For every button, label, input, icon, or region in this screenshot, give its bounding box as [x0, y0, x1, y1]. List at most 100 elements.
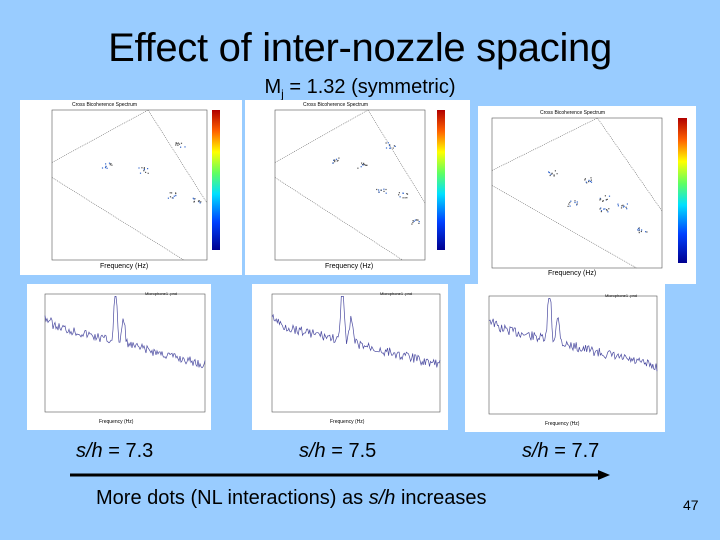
bispectrum-dot	[638, 227, 640, 229]
bispectrum-axes-box	[274, 109, 426, 261]
spectrum-legend-1: Microphone1 .pnd	[145, 291, 178, 296]
bispectrum-dot	[620, 207, 623, 209]
bispectrum-dot	[576, 201, 578, 203]
bispectrum-dot	[417, 219, 419, 221]
bispectrum-dot	[623, 205, 625, 207]
bispectrum-dot	[171, 192, 173, 194]
bispectrum-dot	[599, 199, 601, 201]
bispectrum-dot	[590, 177, 592, 179]
bispectrum-axes-box	[491, 117, 663, 269]
bispectrum-plot-2: Cross Bicoherence Spectrum Frequency (Hz…	[245, 100, 470, 275]
bispectrum-dot	[418, 221, 420, 223]
bispectrum-dot	[576, 204, 578, 206]
bispectrum-dot	[333, 159, 335, 161]
caption-var: s/h	[368, 487, 396, 509]
bispectrum-dot	[637, 227, 640, 230]
bispectrum-svg-2	[274, 109, 445, 261]
bispectrum-boundary-line	[491, 117, 598, 171]
bispectrum-dot	[138, 167, 140, 169]
bispectrum-dot	[588, 179, 590, 181]
bispectrum-dot	[175, 195, 177, 197]
bispectrum-dot	[362, 164, 364, 166]
spectrum-svg-2	[271, 293, 441, 413]
bispectrum-dot	[550, 173, 552, 175]
caption-after: increases	[395, 487, 487, 509]
bispectrum-dot	[105, 163, 107, 165]
bispectrum-dot	[197, 200, 200, 202]
bispectrum-title-3: Cross Bicoherence Spectrum	[540, 110, 606, 116]
bispectrum-dot	[360, 166, 362, 168]
spectrum-axes-box	[488, 295, 658, 415]
bispectrum-boundary-line	[274, 109, 369, 163]
bispectrum-axes-box	[51, 109, 208, 261]
bispectrum-dot	[553, 174, 555, 176]
bispectrum-dot	[626, 203, 628, 205]
bispectrum-dot	[143, 170, 145, 172]
page-number: 47	[683, 497, 699, 513]
bispectrum-svg-1	[51, 109, 220, 261]
bispectrum-dot	[412, 220, 414, 222]
sh-label-2-value: = 7.5	[325, 440, 377, 462]
bispectrum-dot	[143, 168, 145, 170]
bispectrum-dot	[184, 146, 186, 148]
bispectrum-dot	[414, 219, 416, 221]
bispectrum-dot	[338, 157, 340, 159]
bispectrum-boundary-line	[147, 109, 208, 204]
spectrum-plot-3: Microphone1 .pnd Frequency (Hz)	[465, 284, 665, 432]
bispectrum-dot	[606, 209, 608, 212]
bispectrum-dot	[364, 164, 366, 166]
bispectrum-dot	[383, 188, 385, 190]
bispectrum-dot	[173, 195, 175, 197]
bispectrum-dot	[646, 231, 648, 233]
bispectrum-dot	[606, 198, 608, 200]
bispectrum-boundary-line	[51, 109, 149, 163]
bispectrum-dot	[548, 172, 551, 174]
bispectrum-dot	[574, 200, 576, 202]
bispectrum-dot	[198, 200, 200, 202]
bispectrum-dot	[568, 203, 570, 205]
sh-label-1-var: s/h	[76, 440, 103, 462]
spectrum-line	[488, 298, 658, 372]
bispectrum-dot	[590, 181, 593, 183]
bispectrum-dot	[167, 197, 169, 199]
bispectrum-dot	[147, 168, 149, 170]
bispectrum-dot	[108, 162, 111, 164]
spectrum-legend-3: Microphone1 .pnd	[605, 293, 638, 298]
bispectrum-dot	[175, 144, 177, 146]
bispectrum-dot	[365, 164, 367, 166]
spectrum-svg-1	[44, 293, 206, 413]
bispectrum-dot	[366, 164, 368, 166]
bispectrum-dot	[363, 162, 365, 164]
bispectrum-dot	[402, 192, 404, 194]
bispectrum-dot	[176, 143, 178, 145]
bispectrum-dot	[406, 193, 408, 195]
bispectrum-colorbar	[437, 110, 445, 250]
bispectrum-dot	[406, 193, 409, 195]
bispectrum-dot	[626, 208, 628, 210]
spectrum-line	[44, 296, 206, 369]
bispectrum-dot	[638, 230, 640, 232]
spectrum-xlabel-3: Frequency (Hz)	[545, 421, 580, 427]
bispectrum-dot	[192, 197, 194, 199]
bispectrum-dot	[180, 146, 182, 148]
bispectrum-dot	[199, 202, 201, 204]
spectrum-plot-1: Microphone1 .pnd Frequency (Hz)	[27, 284, 211, 430]
bispectrum-dot	[175, 142, 177, 144]
bispectrum-dot	[600, 211, 602, 213]
bispectrum-dot	[180, 142, 183, 144]
bispectrum-dot	[625, 206, 627, 208]
spectrum-xlabel-2: Frequency (Hz)	[330, 419, 365, 425]
bispectrum-dot	[569, 205, 571, 207]
bispectrum-dot	[418, 222, 420, 224]
bispectrum-dot	[599, 197, 601, 199]
bispectrum-dot	[398, 194, 400, 196]
bispectrum-dot	[378, 189, 380, 191]
bispectrum-dot	[143, 167, 145, 169]
bispectrum-xlabel-2: Frequency (Hz)	[325, 263, 374, 270]
bispectrum-dot	[404, 197, 406, 199]
bispectrum-dot	[177, 144, 179, 146]
bispectrum-dot	[638, 229, 640, 231]
bispectrum-dot	[553, 175, 555, 177]
bispectrum-dot	[584, 179, 586, 181]
bispectrum-dot	[551, 173, 553, 175]
